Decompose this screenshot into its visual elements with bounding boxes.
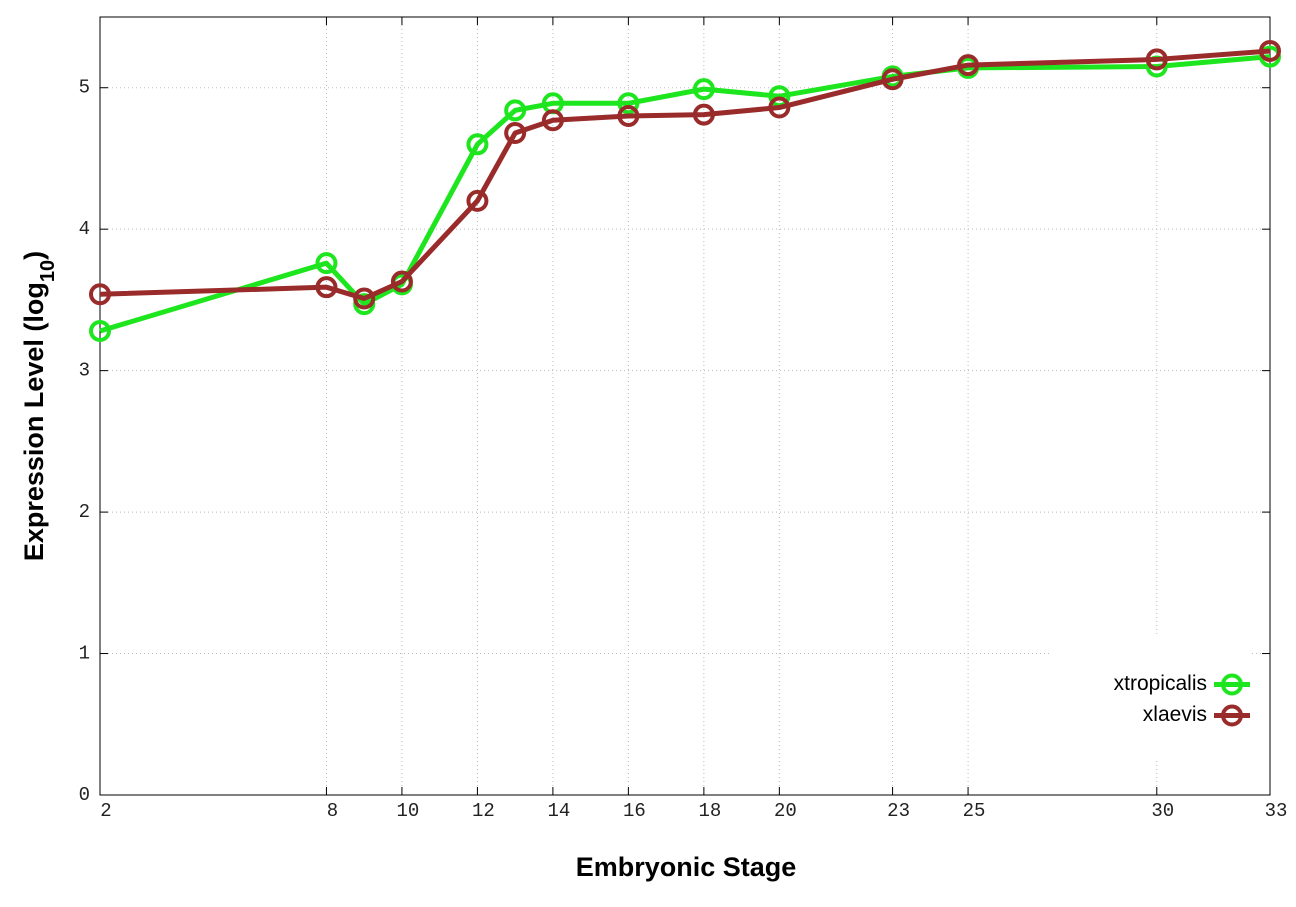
data-point (466, 133, 489, 156)
legend-marker (1221, 673, 1243, 696)
x-tick-label: 33 (1265, 800, 1288, 822)
data-point (768, 96, 791, 119)
data-point (466, 189, 489, 212)
data-point (957, 54, 980, 77)
y-axis-title-sub: 10 (37, 260, 59, 282)
legend-background (1052, 636, 1252, 761)
data-point (390, 270, 413, 293)
x-tick-label: 10 (397, 800, 420, 822)
data-point (541, 109, 564, 132)
data-point (353, 287, 376, 310)
y-axis-title-main: Expression Level (log (19, 282, 49, 561)
x-tick-label: 25 (963, 800, 986, 822)
y-tick-label: 2 (79, 501, 90, 523)
data-point (692, 103, 715, 126)
y-tick-label: 1 (79, 643, 90, 665)
legend-marker (1221, 704, 1243, 727)
data-point (1259, 39, 1281, 62)
y-axis-title: Expression Level (log10) (19, 251, 59, 561)
x-tick-label: 30 (1151, 800, 1174, 822)
data-point (617, 105, 640, 128)
data-point (617, 92, 640, 115)
data-point (1145, 48, 1168, 71)
data-point (89, 320, 111, 343)
x-tick-label: 14 (547, 800, 570, 822)
x-tick-label: 20 (774, 800, 797, 822)
series-line (99, 48, 1271, 301)
x-tick-label: 23 (887, 800, 910, 822)
plot-frame (99, 16, 1271, 796)
data-point (315, 276, 338, 299)
data-point (504, 121, 527, 144)
y-tick-label: 5 (79, 77, 90, 99)
y-tick-label: 4 (79, 218, 90, 240)
x-tick-label: 2 (100, 800, 111, 822)
legend-label: xlaevis (1143, 703, 1207, 726)
legend-label: xtropicalis (1114, 672, 1207, 695)
x-tick-label: 16 (623, 800, 646, 822)
data-point (881, 68, 904, 91)
data-point (315, 252, 338, 275)
data-point (89, 283, 111, 306)
x-tick-label: 8 (327, 800, 338, 822)
data-point (692, 78, 715, 101)
x-axis-title: Embryonic Stage (576, 852, 797, 882)
x-tick-label: 18 (698, 800, 721, 822)
x-tick-label: 12 (472, 800, 495, 822)
y-tick-label: 3 (79, 360, 90, 382)
y-axis-title-suffix: ) (19, 251, 49, 260)
y-tick-label: 0 (79, 784, 90, 806)
data-point (504, 99, 527, 122)
